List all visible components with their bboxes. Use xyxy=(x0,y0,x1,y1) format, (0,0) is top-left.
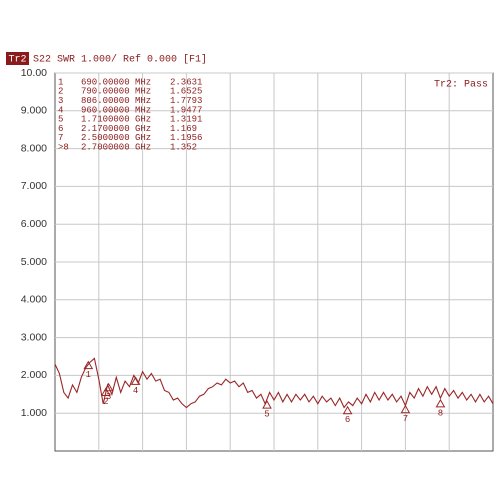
marker-freq: 806.00000 MHz xyxy=(81,96,151,106)
marker-id: 6 xyxy=(58,124,63,134)
trace-badge xyxy=(6,52,29,65)
y-tick-label: 10.00 xyxy=(21,67,47,79)
marker-freq: 2.1700000 GHz xyxy=(81,124,151,134)
marker xyxy=(100,387,111,397)
marker-id: >8 xyxy=(58,142,69,152)
marker-value: 2.3631 xyxy=(170,77,202,87)
marker-id: 3 xyxy=(58,96,63,106)
marker-tag: 5 xyxy=(264,410,269,420)
marker xyxy=(83,360,94,370)
marker-id: 4 xyxy=(58,105,63,115)
marker-id: 7 xyxy=(58,133,63,143)
marker-freq: 960.00000 MHz xyxy=(81,105,151,115)
y-tick-label: 9.000 xyxy=(21,105,47,117)
marker-freq: 690.00000 MHz xyxy=(81,77,151,87)
y-tick-label: 3.000 xyxy=(21,331,47,343)
marker-freq: 790.00000 MHz xyxy=(81,87,151,97)
marker-freq: 2.7000000 GHz xyxy=(81,142,151,152)
marker-tag: 4 xyxy=(133,386,138,396)
y-tick-label: 1.000 xyxy=(21,407,47,419)
marker xyxy=(435,398,446,408)
y-tick-label: 2.000 xyxy=(21,369,47,381)
marker xyxy=(342,405,353,415)
marker-value: 1.9477 xyxy=(170,105,202,115)
marker-value: 1.169 xyxy=(170,124,197,134)
marker-id: 1 xyxy=(58,77,63,87)
marker xyxy=(262,400,272,409)
marker-tag: 1 xyxy=(86,370,91,380)
marker-id: 2 xyxy=(58,87,63,97)
marker-value: 1.3191 xyxy=(170,115,202,125)
marker-value: 1.352 xyxy=(170,142,197,152)
y-tick-label: 5.000 xyxy=(21,256,47,268)
marker-tag: 6 xyxy=(345,415,350,425)
marker-tag: 2 xyxy=(103,397,108,407)
marker-value: 1.6525 xyxy=(170,87,202,97)
y-tick-label: 7.000 xyxy=(21,180,47,192)
trace xyxy=(54,357,494,409)
marker-value: 1.1956 xyxy=(170,133,202,143)
marker-freq: 1.7100000 GHz xyxy=(81,115,151,125)
marker-tag: 7 xyxy=(403,414,408,424)
y-tick-label: 8.000 xyxy=(21,142,47,154)
marker-value: 1.7793 xyxy=(170,96,202,106)
trace-name: Tr2 xyxy=(8,55,26,66)
marker xyxy=(103,382,114,392)
marker xyxy=(400,404,411,414)
marker-tag: 3 xyxy=(106,392,111,402)
status: Tr2: Pass xyxy=(434,80,488,91)
marker-freq: 2.5000000 GHz xyxy=(81,133,151,143)
marker-tag: 8 xyxy=(438,408,443,418)
marker-id: 5 xyxy=(58,115,63,125)
y-tick-label: 4.000 xyxy=(21,294,47,306)
y-tick-label: 6.000 xyxy=(21,218,47,230)
marker xyxy=(130,376,141,385)
chart-title: S22 SWR 1.000/ Ref 0.000 [F1] xyxy=(33,54,207,66)
